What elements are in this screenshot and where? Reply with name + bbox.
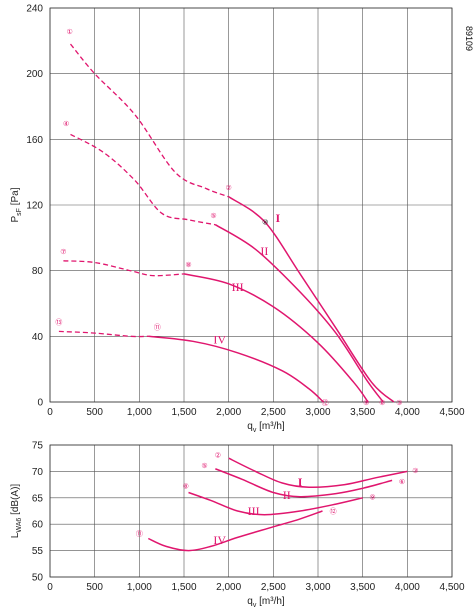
- top-x-tick-label: 4,000: [395, 407, 420, 418]
- bottom-operating-point-marker: ⑫: [330, 507, 337, 515]
- sound-chart: 0 500 1,000 1,500 2,000 2,500 3,000 3,500 4,000 4…: [10, 441, 465, 610]
- bottom-x-tick-label: 0: [47, 582, 53, 593]
- document-number: 89109: [464, 26, 474, 51]
- top-operating-point-marker: ⑤: [210, 212, 216, 220]
- bottom-x-tick-label: 3,000: [305, 582, 330, 593]
- top-operating-point-marker: ⑪: [154, 323, 161, 331]
- bottom-operating-point-marker: ②: [215, 452, 221, 460]
- top-series-ii-dashed: [70, 133, 216, 226]
- bottom-x-axis-title: qv [m³/h]: [247, 596, 285, 609]
- top-grid: [49, 7, 453, 403]
- top-x-tick-label: 3,500: [350, 407, 375, 418]
- bottom-series-iii-line: [188, 491, 363, 516]
- top-x-tick-label: 0: [47, 407, 53, 418]
- bottom-x-tick-label: 3,500: [350, 582, 375, 593]
- bottom-series-iii-label: III: [248, 504, 260, 518]
- bottom-y-tick-label: 75: [32, 441, 44, 452]
- top-x-tick-label: 3,000: [305, 407, 330, 418]
- top-x-tick-label: 500: [86, 407, 103, 418]
- top-series-i-label: I: [275, 211, 280, 225]
- top-x-tick-label: 1,500: [171, 407, 196, 418]
- top-plot-frame: [49, 7, 453, 403]
- bottom-plot-frame: [49, 444, 453, 578]
- top-operating-point-marker: ①: [67, 28, 73, 36]
- top-operating-point-marker: ⑥: [379, 399, 385, 407]
- top-y-tick-label: 120: [26, 201, 43, 212]
- bottom-series-i-label: I: [298, 475, 303, 489]
- bottom-series-iv-line: [147, 510, 323, 552]
- bottom-y-tick-label: 70: [32, 467, 44, 478]
- top-y-tick-label: 160: [26, 135, 43, 146]
- bottom-operating-point-marker: ⑥: [399, 478, 405, 486]
- bottom-series-iv-label: IV: [213, 533, 226, 547]
- top-series-ii-label: II: [260, 244, 268, 258]
- bottom-x-tick-label: 4,000: [395, 582, 420, 593]
- top-series-iv-dashed: [58, 330, 149, 338]
- bottom-series-i-line: [228, 457, 408, 488]
- bottom-y-tick-label: 55: [32, 546, 44, 557]
- bottom-x-tick-label: 1,500: [171, 582, 196, 593]
- top-series-iii-dashed: [63, 260, 185, 277]
- top-y-axis-title: PsF [Pa]: [10, 187, 23, 222]
- top-operating-point-marker: ③: [396, 399, 402, 407]
- top-y-tick-label: 240: [26, 4, 43, 15]
- bottom-x-tick-label: 1,000: [127, 582, 152, 593]
- top-operating-point-marker: ⑧: [185, 261, 191, 269]
- pressure-chart: 0 500 1,000 1,500 2,000 2,500 3,000 3,500 4,000 4…: [10, 4, 465, 435]
- top-x-tick-label: 1,000: [127, 407, 152, 418]
- top-y-tick-label: 40: [32, 332, 44, 343]
- bottom-series-ii-label: II: [283, 488, 291, 502]
- top-y-tick-label: 200: [26, 69, 43, 80]
- top-y-tick-label: 0: [37, 398, 43, 409]
- bottom-x-tick-label: 2,500: [261, 582, 286, 593]
- top-operating-point-marker: ⑦: [60, 248, 66, 256]
- top-x-axis-title: qv [m³/h]: [247, 421, 285, 434]
- top-x-tick-label: 2,000: [216, 407, 241, 418]
- top-x-tick-label: 2,500: [261, 407, 286, 418]
- top-series-ii-line: [214, 224, 384, 403]
- bottom-y-tick-label: 65: [32, 493, 44, 504]
- bottom-x-tick-label: 500: [86, 582, 103, 593]
- bottom-operating-point-marker: ⑨: [369, 494, 375, 502]
- top-operating-point-marker: ⑨: [363, 399, 369, 407]
- bottom-y-tick-label: 50: [32, 573, 44, 584]
- top-operating-point-marker: ⑬: [55, 319, 62, 327]
- bottom-y-tick-label: 60: [32, 520, 44, 531]
- bottom-operating-point-marker: ⑧: [183, 483, 189, 491]
- top-series-iii-line: [183, 273, 369, 403]
- top-operating-point-marker: ⑫: [322, 399, 329, 407]
- bottom-operating-point-marker: ⑪: [136, 530, 143, 538]
- top-x-tick-label: 4,500: [439, 407, 464, 418]
- bottom-operating-point-marker: ③: [412, 467, 418, 475]
- top-y-tick-label: 80: [32, 266, 44, 277]
- bottom-operating-point-marker: ⑤: [201, 462, 207, 470]
- bottom-y-axis-title: LWA6 [dB(A)]: [10, 484, 23, 539]
- bottom-series-ii-line: [215, 468, 393, 498]
- top-series-iii-label: III: [232, 280, 244, 294]
- top-series-iv-line: [148, 335, 324, 403]
- top-operating-point-marker: ⑩: [262, 218, 268, 226]
- top-series-iv-label: IV: [213, 333, 226, 347]
- bottom-x-tick-label: 2,000: [216, 582, 241, 593]
- top-operating-point-marker: ④: [63, 120, 69, 128]
- top-operating-point-marker: ②: [226, 184, 232, 192]
- top-series-i-line: [228, 196, 395, 403]
- bottom-x-tick-label: 4,500: [439, 582, 464, 593]
- top-series-i-dashed: [70, 43, 229, 198]
